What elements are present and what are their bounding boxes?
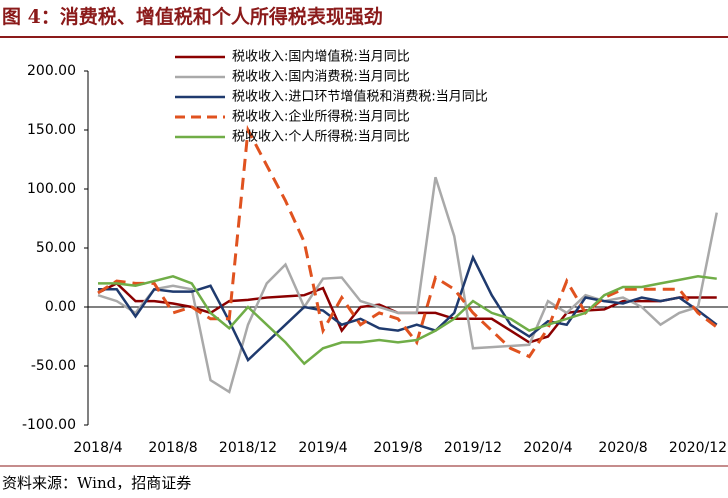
source: 资料来源：Wind，招商证券 xyxy=(2,474,191,492)
y-tick-label: -50.00 xyxy=(31,358,76,374)
y-tick-label: 0.00 xyxy=(45,299,76,315)
legend-label: 税收收入:国内消费税:当月同比 xyxy=(232,69,410,85)
x-tick-label: 2018/8 xyxy=(148,440,197,456)
x-tick-label: 2019/12 xyxy=(444,440,502,456)
x-tick-label: 2020/8 xyxy=(598,440,647,456)
y-tick-label: 200.00 xyxy=(27,63,76,79)
legend-label: 税收收入:企业所得税:当月同比 xyxy=(232,109,410,125)
y-tick-label: 50.00 xyxy=(36,240,76,256)
y-tick-label: 100.00 xyxy=(27,181,76,197)
chart-title: 图 4：消费税、增值税和个人所得税表现强劲 xyxy=(2,5,383,28)
legend-label: 税收收入:个人所得税:当月同比 xyxy=(232,129,410,145)
x-tick-label: 2018/4 xyxy=(73,440,122,456)
x-tick-label: 2019/8 xyxy=(373,440,422,456)
series-line xyxy=(98,254,718,363)
x-tick-label: 2018/12 xyxy=(219,440,277,456)
x-tick-label: 2020/12 xyxy=(669,440,727,456)
x-tick-label: 2020/4 xyxy=(523,440,572,456)
series-line xyxy=(98,275,717,366)
x-tick-label: 2019/4 xyxy=(298,440,347,456)
series-line xyxy=(97,124,718,359)
series-line xyxy=(97,176,718,394)
y-tick-label: -100.00 xyxy=(22,417,76,433)
y-tick-label: 150.00 xyxy=(27,122,76,138)
legend-label: 税收收入:进口环节增值税和消费税:当月同比 xyxy=(232,89,488,105)
legend-label: 税收收入:国内增值税:当月同比 xyxy=(232,49,410,65)
